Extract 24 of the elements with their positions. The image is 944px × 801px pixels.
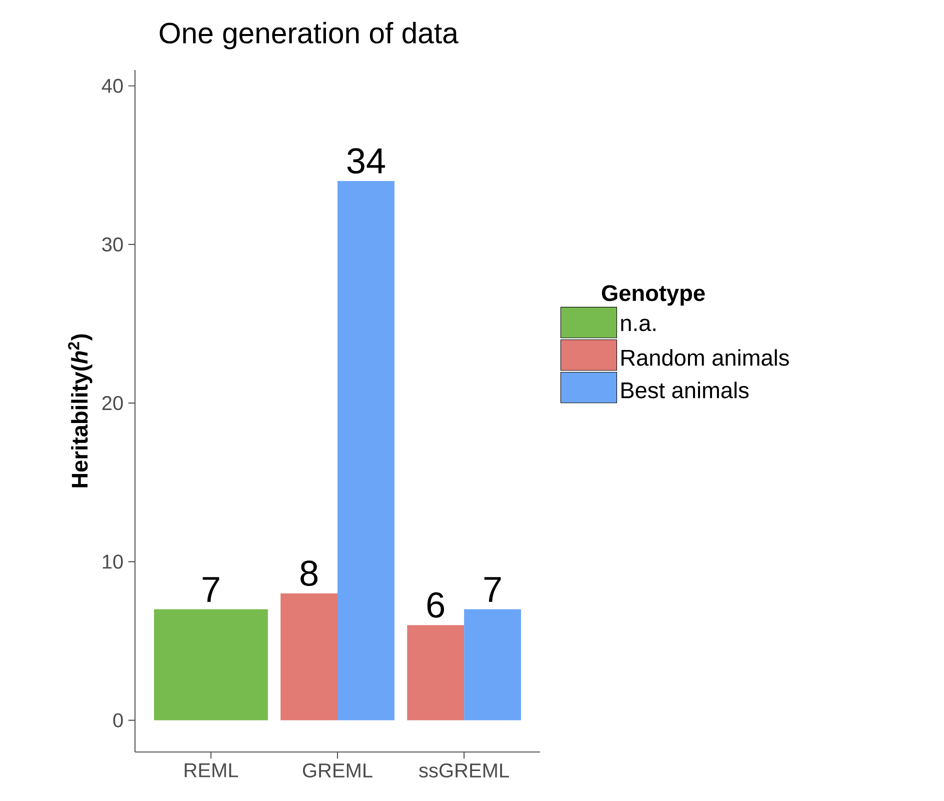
y-tick-label: 0 [113, 713, 123, 728]
bar [464, 609, 522, 720]
legend-label: Best animals [622, 382, 749, 398]
legend-title: Genotype [602, 285, 705, 306]
x-tick-label: ssGREML [419, 763, 509, 778]
y-tick-label: 10 [102, 554, 123, 569]
data-label: 7 [484, 577, 501, 602]
data-label: 6 [427, 592, 444, 618]
y-tick-label: 20 [102, 396, 123, 410]
y-tick-label: 40 [102, 78, 123, 93]
y-axis-title: Heritability(h$^{2}$) [68, 334, 92, 488]
legend-label: Random animals [622, 349, 789, 366]
bar [154, 609, 268, 720]
data-label: 34 [347, 148, 385, 174]
data-label: 7 [202, 577, 220, 602]
y-tick-label: 30 [102, 237, 123, 252]
data-label: 8 [300, 560, 318, 586]
x-tick-label: REML [184, 763, 238, 778]
legend-label: n.a. [621, 318, 656, 332]
x-tick-label: GREML [302, 763, 372, 778]
bar [338, 181, 394, 720]
chart-title: One generation of data [160, 22, 458, 50]
bar [280, 593, 338, 720]
bar [407, 625, 464, 720]
